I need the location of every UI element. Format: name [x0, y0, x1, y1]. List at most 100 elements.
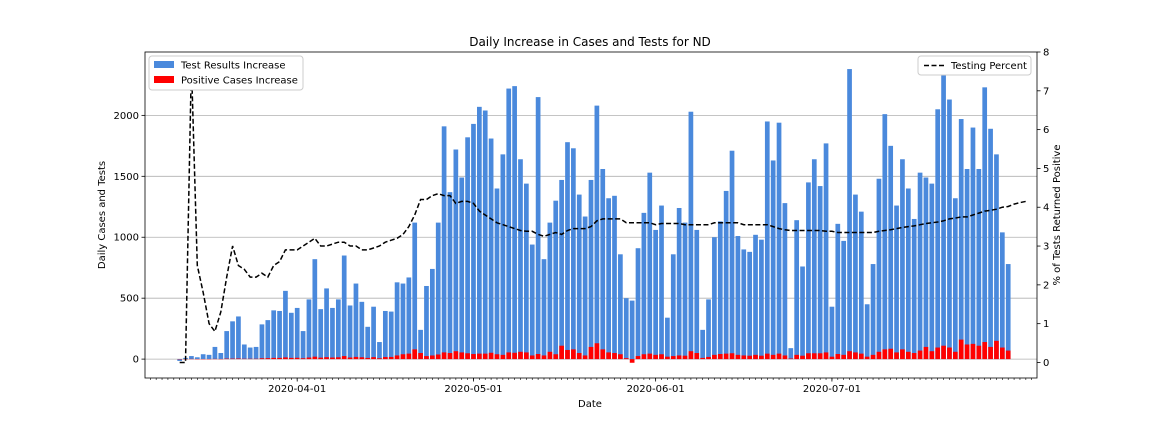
bar-positives: [483, 354, 488, 359]
bar-tests: [589, 180, 594, 359]
bar-positives: [647, 354, 652, 359]
bar-positives: [747, 356, 752, 359]
bar-tests: [224, 331, 229, 359]
bar-tests: [888, 146, 893, 359]
y2-tick-label: 7: [1043, 86, 1049, 97]
x-tick-label: 2020-04-01: [268, 384, 326, 395]
legend-right: Testing Percent: [918, 56, 1031, 75]
bar-tests: [506, 89, 511, 360]
bar-positives: [677, 355, 682, 359]
bar-tests: [260, 324, 265, 359]
bar-tests: [783, 203, 788, 359]
x-tick-label: 2020-07-01: [803, 384, 861, 395]
bar-tests: [289, 313, 294, 359]
bar-positives: [771, 355, 776, 359]
bar-tests: [477, 107, 482, 359]
bar-positives: [495, 354, 500, 359]
bar-positives: [265, 358, 270, 359]
bar-positives: [330, 358, 335, 360]
bar-tests: [283, 291, 288, 359]
bar-tests: [906, 188, 911, 359]
bar-positives: [835, 354, 840, 359]
bar-tests: [918, 173, 923, 359]
bar-tests: [553, 201, 558, 359]
bar-tests: [847, 69, 852, 359]
bar-tests: [295, 308, 300, 359]
bar-positives: [830, 357, 835, 359]
x-tick-label: 2020-06-01: [627, 384, 685, 395]
bar-positives: [442, 352, 447, 359]
bar-positives: [741, 355, 746, 359]
y-tick-label: 1000: [114, 233, 139, 244]
bar-positives: [700, 358, 705, 359]
bar-positives: [759, 356, 764, 359]
bar-positives: [324, 357, 329, 359]
bar-tests: [841, 241, 846, 359]
bar-tests: [900, 159, 905, 359]
bar-positives: [730, 353, 735, 359]
bar-positives: [982, 342, 987, 359]
bar-positives: [853, 352, 858, 359]
bar-tests: [571, 148, 576, 359]
bar-positives: [718, 354, 723, 359]
bar-tests: [718, 221, 723, 359]
bar-tests: [265, 320, 270, 359]
bar-tests: [536, 97, 541, 359]
bar-positives: [401, 354, 406, 359]
bar-tests: [377, 342, 382, 359]
bar-tests: [348, 305, 353, 359]
bar-positives: [530, 355, 535, 359]
bar-tests: [747, 252, 752, 359]
bar-positives: [847, 351, 852, 359]
bar-tests: [677, 208, 682, 359]
bar-positives: [1006, 351, 1011, 360]
bar-positives: [448, 353, 453, 359]
bar-positives: [559, 346, 564, 359]
y-axis-label: Daily Cases and Tests: [97, 161, 108, 269]
bar-tests: [600, 169, 605, 359]
bar-positives: [706, 357, 711, 359]
bar-tests: [859, 212, 864, 359]
bar-positives: [783, 355, 788, 359]
bar-tests: [406, 277, 411, 359]
bar-positives: [859, 354, 864, 359]
bar-positives: [577, 353, 582, 359]
legend-label-percent: Testing Percent: [950, 61, 1027, 72]
bar-tests: [700, 330, 705, 359]
bar-tests: [324, 288, 329, 359]
bar-tests: [583, 217, 588, 360]
bar-positives: [501, 355, 506, 359]
bar-tests: [342, 256, 347, 360]
bar-positives: [865, 357, 870, 359]
bar-tests: [518, 159, 523, 359]
bar-positives: [971, 344, 976, 359]
bar-positives: [788, 359, 793, 360]
bar-tests: [947, 100, 952, 360]
bar-positives: [600, 349, 605, 359]
bar-tests: [994, 154, 999, 359]
bar-tests: [471, 124, 476, 359]
bar-positives: [301, 358, 306, 359]
bar-positives: [553, 354, 558, 359]
bar-positives: [383, 357, 388, 359]
bar-positives: [900, 349, 905, 359]
bar-positives: [712, 355, 717, 359]
bar-positives: [871, 355, 876, 359]
bar-positives: [342, 356, 347, 359]
bar-tests: [694, 230, 699, 359]
bar-positives: [430, 355, 435, 359]
bar-tests: [307, 299, 312, 359]
bar-positives: [365, 358, 370, 359]
bar-tests: [395, 282, 400, 359]
bar-positives: [824, 352, 829, 359]
bar-positives: [406, 354, 411, 359]
bar-tests: [683, 223, 688, 359]
bar-positives: [888, 349, 893, 359]
bar-positives: [436, 354, 441, 359]
bar-tests: [812, 159, 817, 359]
bar-positives: [812, 353, 817, 359]
bar-positives: [636, 356, 641, 359]
bar-positives: [642, 354, 647, 359]
bar-positives: [665, 357, 670, 359]
